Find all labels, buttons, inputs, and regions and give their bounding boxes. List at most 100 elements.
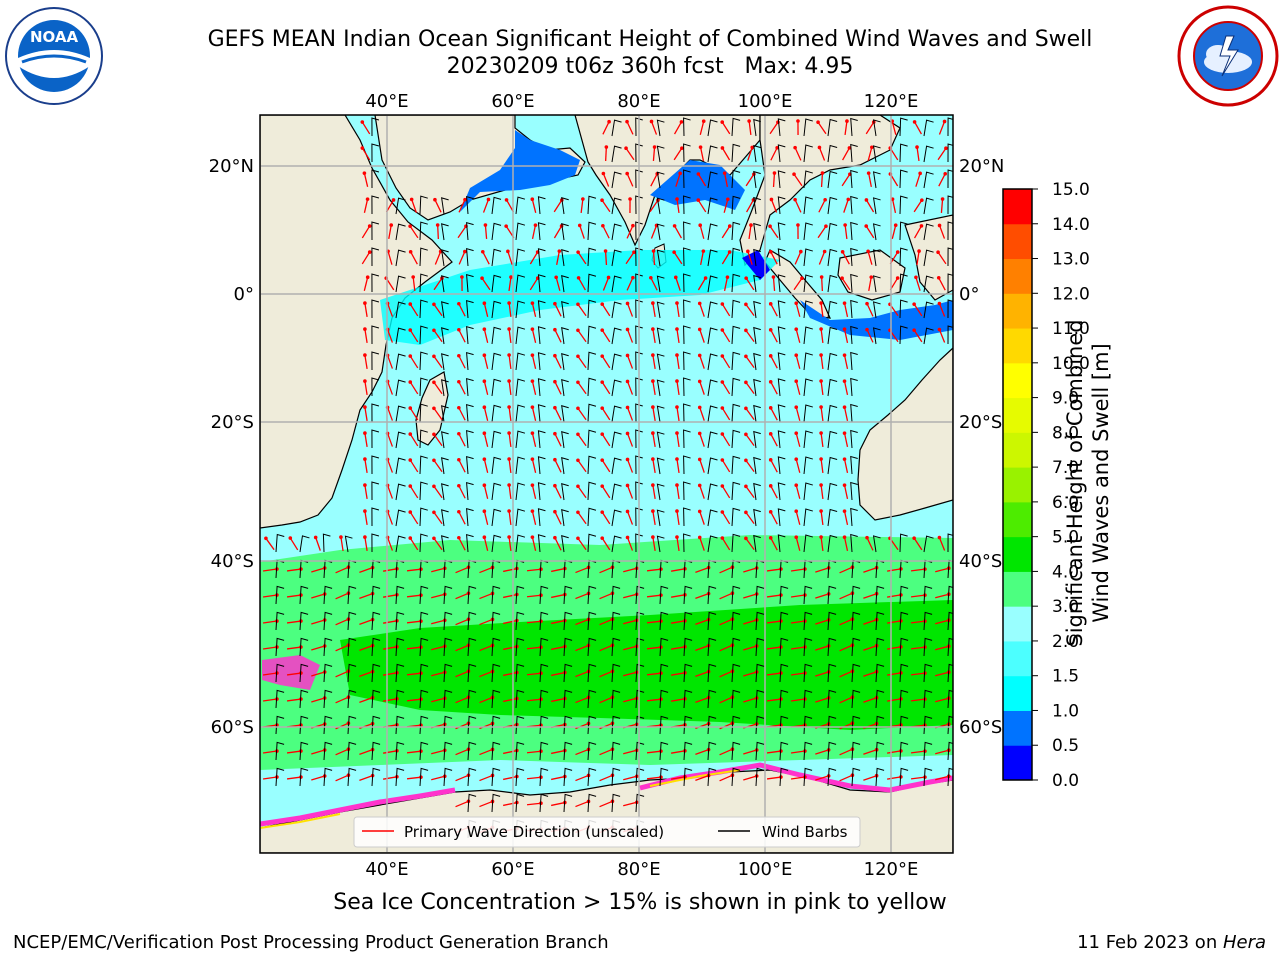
- wave-arrow: [935, 671, 949, 677]
- wave-arrow-head: [553, 483, 557, 488]
- wave-arrow: [406, 646, 422, 650]
- wave-arrow-head: [769, 249, 773, 254]
- wave-arrow-head: [794, 405, 799, 410]
- wave-arrow: [265, 537, 275, 551]
- wind-barb: [753, 352, 761, 371]
- wave-arrow: [721, 121, 731, 135]
- wave-arrow-head: [408, 484, 413, 488]
- colorbar-swatch: [1003, 675, 1032, 711]
- wind-barb: [872, 171, 881, 189]
- wind-barb: [515, 456, 526, 475]
- wave-arrow: [526, 776, 542, 780]
- wave-arrow: [886, 776, 902, 780]
- wind-barb: [587, 247, 597, 267]
- wave-arrow-head: [869, 275, 874, 279]
- wave-arrow-head: [576, 380, 580, 385]
- wave-arrow: [503, 775, 517, 781]
- wind-barb: [371, 273, 380, 293]
- wind-barb: [635, 351, 643, 371]
- wave-arrow: [935, 697, 949, 703]
- wave-arrow: [575, 670, 589, 678]
- wave-arrow: [531, 459, 537, 473]
- wave-arrow-head: [675, 405, 679, 409]
- wave-arrow-head: [482, 431, 487, 435]
- wave-arrow: [483, 355, 489, 369]
- wave-arrow: [531, 407, 537, 421]
- wave-arrow: [699, 225, 705, 239]
- wave-arrow: [262, 620, 278, 624]
- wave-arrow: [795, 381, 801, 395]
- wind-barb: [899, 637, 909, 657]
- wind-barb: [515, 482, 526, 501]
- wind-barb: [875, 585, 885, 605]
- wind-barb: [419, 299, 428, 319]
- wave-arrow: [457, 225, 467, 239]
- wave-arrow: [602, 225, 610, 239]
- wave-arrow: [795, 329, 801, 343]
- wave-arrow: [382, 620, 398, 624]
- wave-arrow: [433, 355, 443, 369]
- wind-barb: [851, 689, 861, 709]
- wind-barb: [587, 377, 597, 397]
- wind-barb: [275, 767, 285, 787]
- wind-barb: [491, 352, 502, 371]
- wave-arrow-head: [432, 484, 436, 489]
- wave-arrow-head: [865, 327, 869, 332]
- wind-barb: [923, 611, 933, 631]
- wave-arrow: [359, 645, 373, 651]
- wind-barb: [441, 405, 449, 423]
- wind-barb: [923, 767, 933, 787]
- wave-arrow: [388, 224, 392, 240]
- wave-arrow: [695, 645, 709, 651]
- wave-arrow: [479, 774, 493, 782]
- wave-arrow: [820, 172, 824, 188]
- wave-arrow: [844, 120, 848, 136]
- wave-arrow: [531, 381, 537, 395]
- wind-barb: [395, 663, 405, 683]
- wave-arrow: [766, 672, 782, 676]
- wind-barb: [515, 430, 526, 449]
- wave-arrow: [815, 567, 829, 573]
- wave-arrow: [910, 672, 926, 676]
- wave-arrow: [531, 355, 537, 369]
- wind-barb: [851, 585, 861, 605]
- wave-arrow-head: [698, 145, 703, 149]
- wave-arrow-head: [722, 171, 727, 175]
- legend-wave-label: Primary Wave Direction (unscaled): [404, 823, 664, 841]
- wave-arrow: [382, 672, 398, 676]
- wind-barb: [683, 325, 691, 345]
- wind-barb: [561, 457, 569, 475]
- wind-barb: [419, 325, 428, 345]
- wave-arrow: [554, 537, 562, 551]
- wave-arrow: [937, 251, 947, 265]
- wave-arrow: [795, 485, 801, 499]
- wave-arrow-head: [360, 120, 365, 124]
- wave-arrow: [626, 277, 634, 291]
- wave-arrow-head: [675, 509, 679, 513]
- wind-barb: [850, 481, 858, 501]
- wave-arrow: [935, 749, 949, 755]
- wind-barb: [466, 403, 474, 423]
- wind-barb: [755, 663, 765, 683]
- wave-arrow-head: [701, 119, 706, 124]
- wave-arrow-head: [463, 249, 467, 254]
- wind-barb: [923, 275, 934, 293]
- wave-arrow: [526, 698, 542, 702]
- wave-arrow-head: [914, 275, 918, 280]
- wave-arrow: [891, 121, 897, 135]
- wind-barb: [515, 300, 526, 319]
- wave-arrow-head: [744, 354, 748, 359]
- wave-arrow: [601, 303, 611, 317]
- wave-arrow: [575, 592, 589, 600]
- wave-arrow: [406, 594, 422, 598]
- wave-arrow: [626, 121, 634, 135]
- wind-barb: [466, 455, 474, 475]
- wave-arrow: [601, 381, 611, 395]
- wind-barb: [659, 663, 669, 683]
- wind-barb: [561, 509, 569, 527]
- wave-arrow: [839, 618, 853, 626]
- wind-barb: [371, 663, 381, 683]
- wind-barb: [441, 301, 449, 319]
- wave-arrow: [935, 645, 949, 651]
- wave-arrow: [386, 303, 394, 317]
